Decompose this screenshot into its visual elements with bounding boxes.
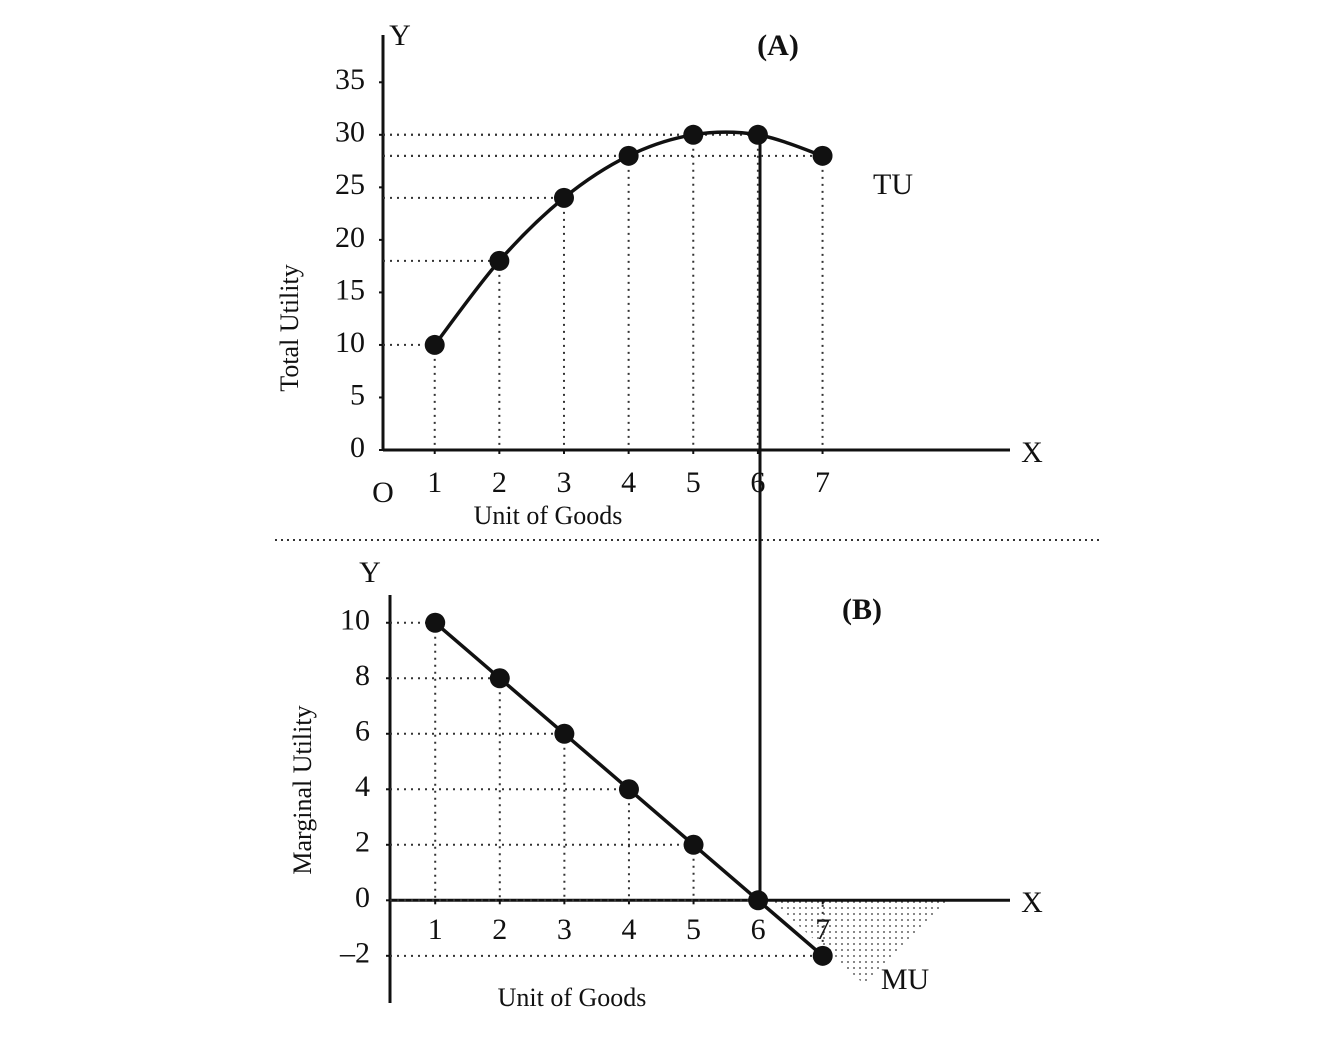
x-tick-label: 7: [815, 913, 830, 946]
point: [489, 250, 510, 271]
y-tick-label: 4: [355, 770, 370, 803]
y-tick-label: 5: [350, 378, 365, 411]
x-tick-label: 4: [621, 913, 636, 946]
y-tick-label: 2: [355, 826, 370, 859]
x-tick-label: 4: [621, 466, 636, 499]
y-axis-letter: Y: [389, 19, 411, 52]
x-tick-label: 1: [428, 913, 443, 946]
title: (A): [757, 29, 799, 62]
y-tick-label: 30: [335, 116, 365, 149]
point: [554, 723, 575, 744]
y-tick-label: 10: [340, 604, 370, 637]
x-axis-letter: X: [1021, 886, 1043, 919]
x-tick-label: 5: [686, 466, 701, 499]
point: [618, 779, 639, 800]
y-axis-letter: Y: [359, 556, 381, 589]
y-axis-label: Marginal Utility: [288, 705, 317, 874]
y-tick-label: 10: [335, 326, 365, 359]
y-tick-label: 8: [355, 659, 370, 692]
y-tick-label: 15: [335, 273, 365, 306]
y-tick-label: 6: [355, 715, 370, 748]
x-tick-label: 3: [557, 913, 572, 946]
point: [748, 890, 769, 911]
y-tick-label: 20: [335, 221, 365, 254]
series-label: MU: [881, 963, 930, 996]
x-tick-label: 5: [686, 913, 701, 946]
negative-area: [770, 900, 950, 985]
point: [812, 145, 833, 166]
point: [683, 124, 704, 145]
x-tick-label: 1: [427, 466, 442, 499]
series-label: TU: [873, 168, 913, 201]
x-axis-label: Unit of Goods: [498, 983, 647, 1012]
point: [489, 668, 510, 689]
x-tick-label: 2: [492, 466, 507, 499]
y-axis-label: Total Utility: [275, 264, 304, 391]
y-tick-label: –2: [339, 937, 370, 970]
origin-label: O: [372, 476, 394, 509]
point: [618, 145, 639, 166]
y-tick-label: 25: [335, 168, 365, 201]
y-tick-label: 35: [335, 63, 365, 96]
x-axis-label: Unit of Goods: [474, 501, 623, 530]
x-tick-label: 7: [815, 466, 830, 499]
point: [424, 334, 445, 355]
title: (B): [842, 593, 882, 626]
x-tick-label: 3: [556, 466, 571, 499]
x-tick-label: 6: [751, 913, 766, 946]
point: [812, 945, 833, 966]
point: [683, 834, 704, 855]
y-tick-label: 0: [350, 431, 365, 464]
y-tick-label: 0: [355, 881, 370, 914]
x-tick-label: 2: [492, 913, 507, 946]
point: [425, 612, 446, 633]
x-axis-letter: X: [1021, 436, 1043, 469]
x-tick-label: 6: [750, 466, 765, 499]
point: [747, 124, 768, 145]
point: [553, 187, 574, 208]
